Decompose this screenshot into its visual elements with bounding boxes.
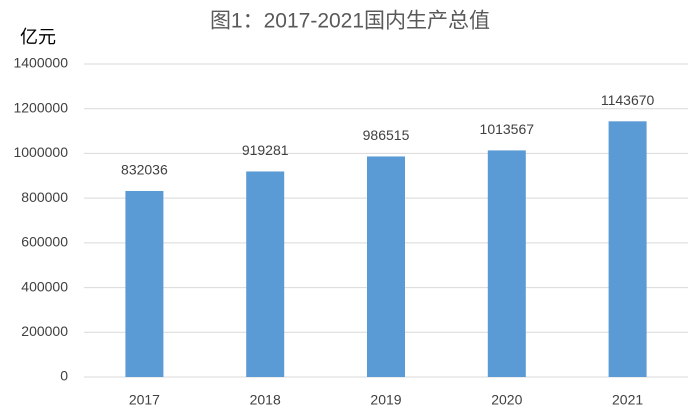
- bar: [367, 156, 405, 377]
- x-tick-label: 2020: [491, 392, 522, 408]
- x-tick-label: 2018: [250, 392, 281, 408]
- y-tick-label: 800000: [21, 189, 68, 205]
- bar: [608, 121, 647, 377]
- x-tick-label: 2021: [612, 392, 643, 408]
- y-tick-label: 200000: [21, 323, 68, 339]
- x-tick-label: 2019: [370, 392, 401, 408]
- data-label: 1013567: [480, 121, 535, 137]
- data-label: 919281: [242, 142, 289, 158]
- data-label: 1143670: [601, 92, 655, 108]
- y-tick-label: 600000: [21, 234, 68, 250]
- bar: [125, 190, 164, 377]
- y-tick-label: 1200000: [13, 99, 68, 115]
- y-axis-label: 亿元: [20, 27, 56, 47]
- chart-title: 图1：2017-2021国内生产总值: [210, 10, 490, 33]
- data-label: 986515: [363, 127, 410, 143]
- data-label: 832036: [121, 162, 168, 178]
- y-tick-label: 0: [60, 368, 68, 384]
- bar: [246, 171, 285, 377]
- x-tick-label: 2017: [129, 392, 160, 408]
- y-tick-label: 1400000: [13, 55, 68, 71]
- y-tick-label: 400000: [21, 278, 68, 294]
- bar: [487, 150, 526, 377]
- y-tick-label: 1000000: [13, 144, 68, 160]
